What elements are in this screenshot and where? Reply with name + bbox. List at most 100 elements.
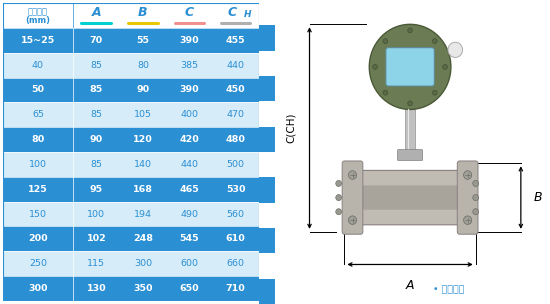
Text: 480: 480 [226, 135, 245, 144]
Text: 90: 90 [136, 85, 150, 95]
Bar [405, 109, 415, 155]
Text: A: A [406, 279, 414, 292]
Text: 650: 650 [180, 284, 199, 293]
Text: 710: 710 [226, 284, 245, 293]
Text: 168: 168 [133, 185, 153, 194]
Circle shape [349, 216, 356, 224]
Text: 250: 250 [29, 259, 47, 268]
Bar [3, 276, 258, 301]
Bar [258, 127, 274, 152]
Text: 55: 55 [136, 36, 150, 45]
Circle shape [369, 24, 451, 109]
Text: 420: 420 [179, 135, 199, 144]
Text: 500: 500 [227, 160, 245, 169]
Bar [3, 78, 258, 102]
Text: 65: 65 [32, 110, 44, 119]
Text: 200: 200 [28, 234, 48, 244]
Circle shape [473, 209, 478, 215]
Circle shape [443, 64, 447, 69]
Text: 120: 120 [133, 135, 153, 144]
Bar [3, 3, 258, 28]
Text: 610: 610 [226, 234, 245, 244]
Circle shape [373, 64, 377, 69]
Text: 530: 530 [226, 185, 245, 194]
Bar [3, 102, 258, 127]
Text: 150: 150 [29, 209, 47, 219]
Text: 490: 490 [180, 209, 199, 219]
Circle shape [336, 195, 342, 201]
Text: 385: 385 [180, 60, 199, 70]
FancyBboxPatch shape [386, 48, 434, 86]
Text: 80: 80 [31, 135, 45, 144]
Text: 125: 125 [28, 185, 48, 194]
Circle shape [336, 209, 342, 215]
Bar [3, 127, 258, 152]
Text: 115: 115 [87, 259, 106, 268]
Text: B: B [138, 6, 147, 19]
Text: 300: 300 [134, 259, 152, 268]
Text: 40: 40 [32, 60, 44, 70]
Bar [258, 228, 274, 253]
Text: • 常规仪表: • 常规仪表 [433, 286, 465, 295]
Text: 70: 70 [90, 36, 103, 45]
Bar [3, 28, 258, 53]
Text: 15~25: 15~25 [21, 36, 55, 45]
Circle shape [408, 28, 412, 33]
Text: 440: 440 [227, 60, 245, 70]
Text: 105: 105 [134, 110, 152, 119]
Circle shape [336, 180, 342, 187]
Text: 660: 660 [227, 259, 245, 268]
Circle shape [349, 171, 356, 179]
FancyBboxPatch shape [362, 185, 458, 210]
Circle shape [473, 180, 478, 187]
Text: 470: 470 [227, 110, 245, 119]
Text: C(CH): C(CH) [285, 113, 295, 143]
Bar [258, 76, 274, 101]
FancyBboxPatch shape [354, 171, 466, 225]
Bar [258, 279, 274, 304]
Text: 194: 194 [134, 209, 152, 219]
Bar [3, 177, 258, 202]
Text: 85: 85 [90, 60, 102, 70]
Text: 350: 350 [133, 284, 153, 293]
Text: 450: 450 [226, 85, 245, 95]
Text: 50: 50 [31, 85, 45, 95]
Bar [3, 202, 258, 226]
FancyBboxPatch shape [342, 161, 363, 234]
Bar [258, 177, 274, 203]
Text: 390: 390 [180, 36, 199, 45]
Text: 248: 248 [133, 234, 153, 244]
Circle shape [408, 101, 412, 106]
Text: 102: 102 [86, 234, 106, 244]
Circle shape [464, 171, 472, 179]
Text: 400: 400 [180, 110, 199, 119]
Text: C: C [185, 6, 194, 19]
Text: 仪表口径: 仪表口径 [28, 7, 48, 16]
Text: 390: 390 [180, 85, 199, 95]
Text: 545: 545 [180, 234, 199, 244]
Text: 130: 130 [86, 284, 106, 293]
Text: B: B [534, 191, 543, 204]
Text: H: H [244, 10, 252, 19]
Circle shape [383, 90, 388, 95]
Text: 300: 300 [28, 284, 48, 293]
Text: 560: 560 [227, 209, 245, 219]
Text: 85: 85 [90, 110, 102, 119]
Bar [3, 53, 258, 78]
FancyBboxPatch shape [457, 161, 478, 234]
Circle shape [432, 39, 437, 43]
Circle shape [432, 90, 437, 95]
Text: 100: 100 [87, 209, 106, 219]
Circle shape [473, 195, 478, 201]
Bar [3, 152, 258, 177]
Circle shape [464, 216, 472, 224]
Bar [3, 226, 258, 251]
Text: 465: 465 [179, 185, 199, 194]
Text: C: C [227, 6, 236, 19]
Text: 95: 95 [90, 185, 103, 194]
Text: 85: 85 [90, 160, 102, 169]
FancyBboxPatch shape [398, 150, 422, 161]
Circle shape [383, 39, 388, 43]
Bar [258, 25, 274, 51]
Text: 90: 90 [90, 135, 103, 144]
